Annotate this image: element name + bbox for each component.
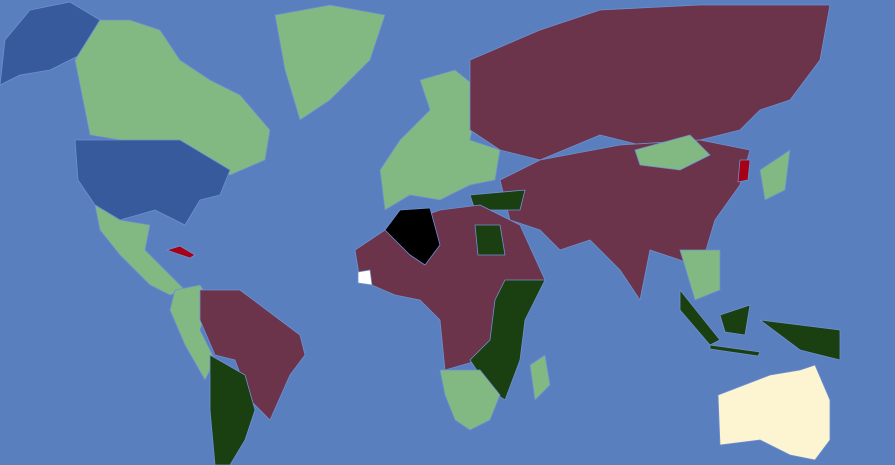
region-australia bbox=[717, 364, 831, 461]
region-senegal bbox=[357, 269, 373, 286]
region-java bbox=[709, 344, 761, 357]
region-north-korea bbox=[737, 159, 751, 183]
region-egypt bbox=[474, 224, 506, 256]
region-new-guinea bbox=[759, 319, 841, 361]
region-turkey bbox=[469, 189, 526, 211]
region-greenland bbox=[274, 4, 386, 121]
region-brazil-venezuela bbox=[199, 289, 306, 421]
region-southern-south-america bbox=[209, 354, 256, 465]
region-japan bbox=[759, 149, 791, 201]
region-mongolia bbox=[634, 134, 711, 171]
region-united-states bbox=[74, 139, 231, 226]
region-russia bbox=[469, 4, 831, 161]
region-southern-africa bbox=[439, 369, 501, 431]
region-borneo bbox=[719, 304, 751, 336]
region-cuba bbox=[166, 245, 196, 259]
region-madagascar bbox=[529, 354, 551, 401]
region-algeria bbox=[384, 207, 441, 266]
region-southeast-asia bbox=[679, 249, 721, 301]
region-canada bbox=[74, 19, 271, 176]
